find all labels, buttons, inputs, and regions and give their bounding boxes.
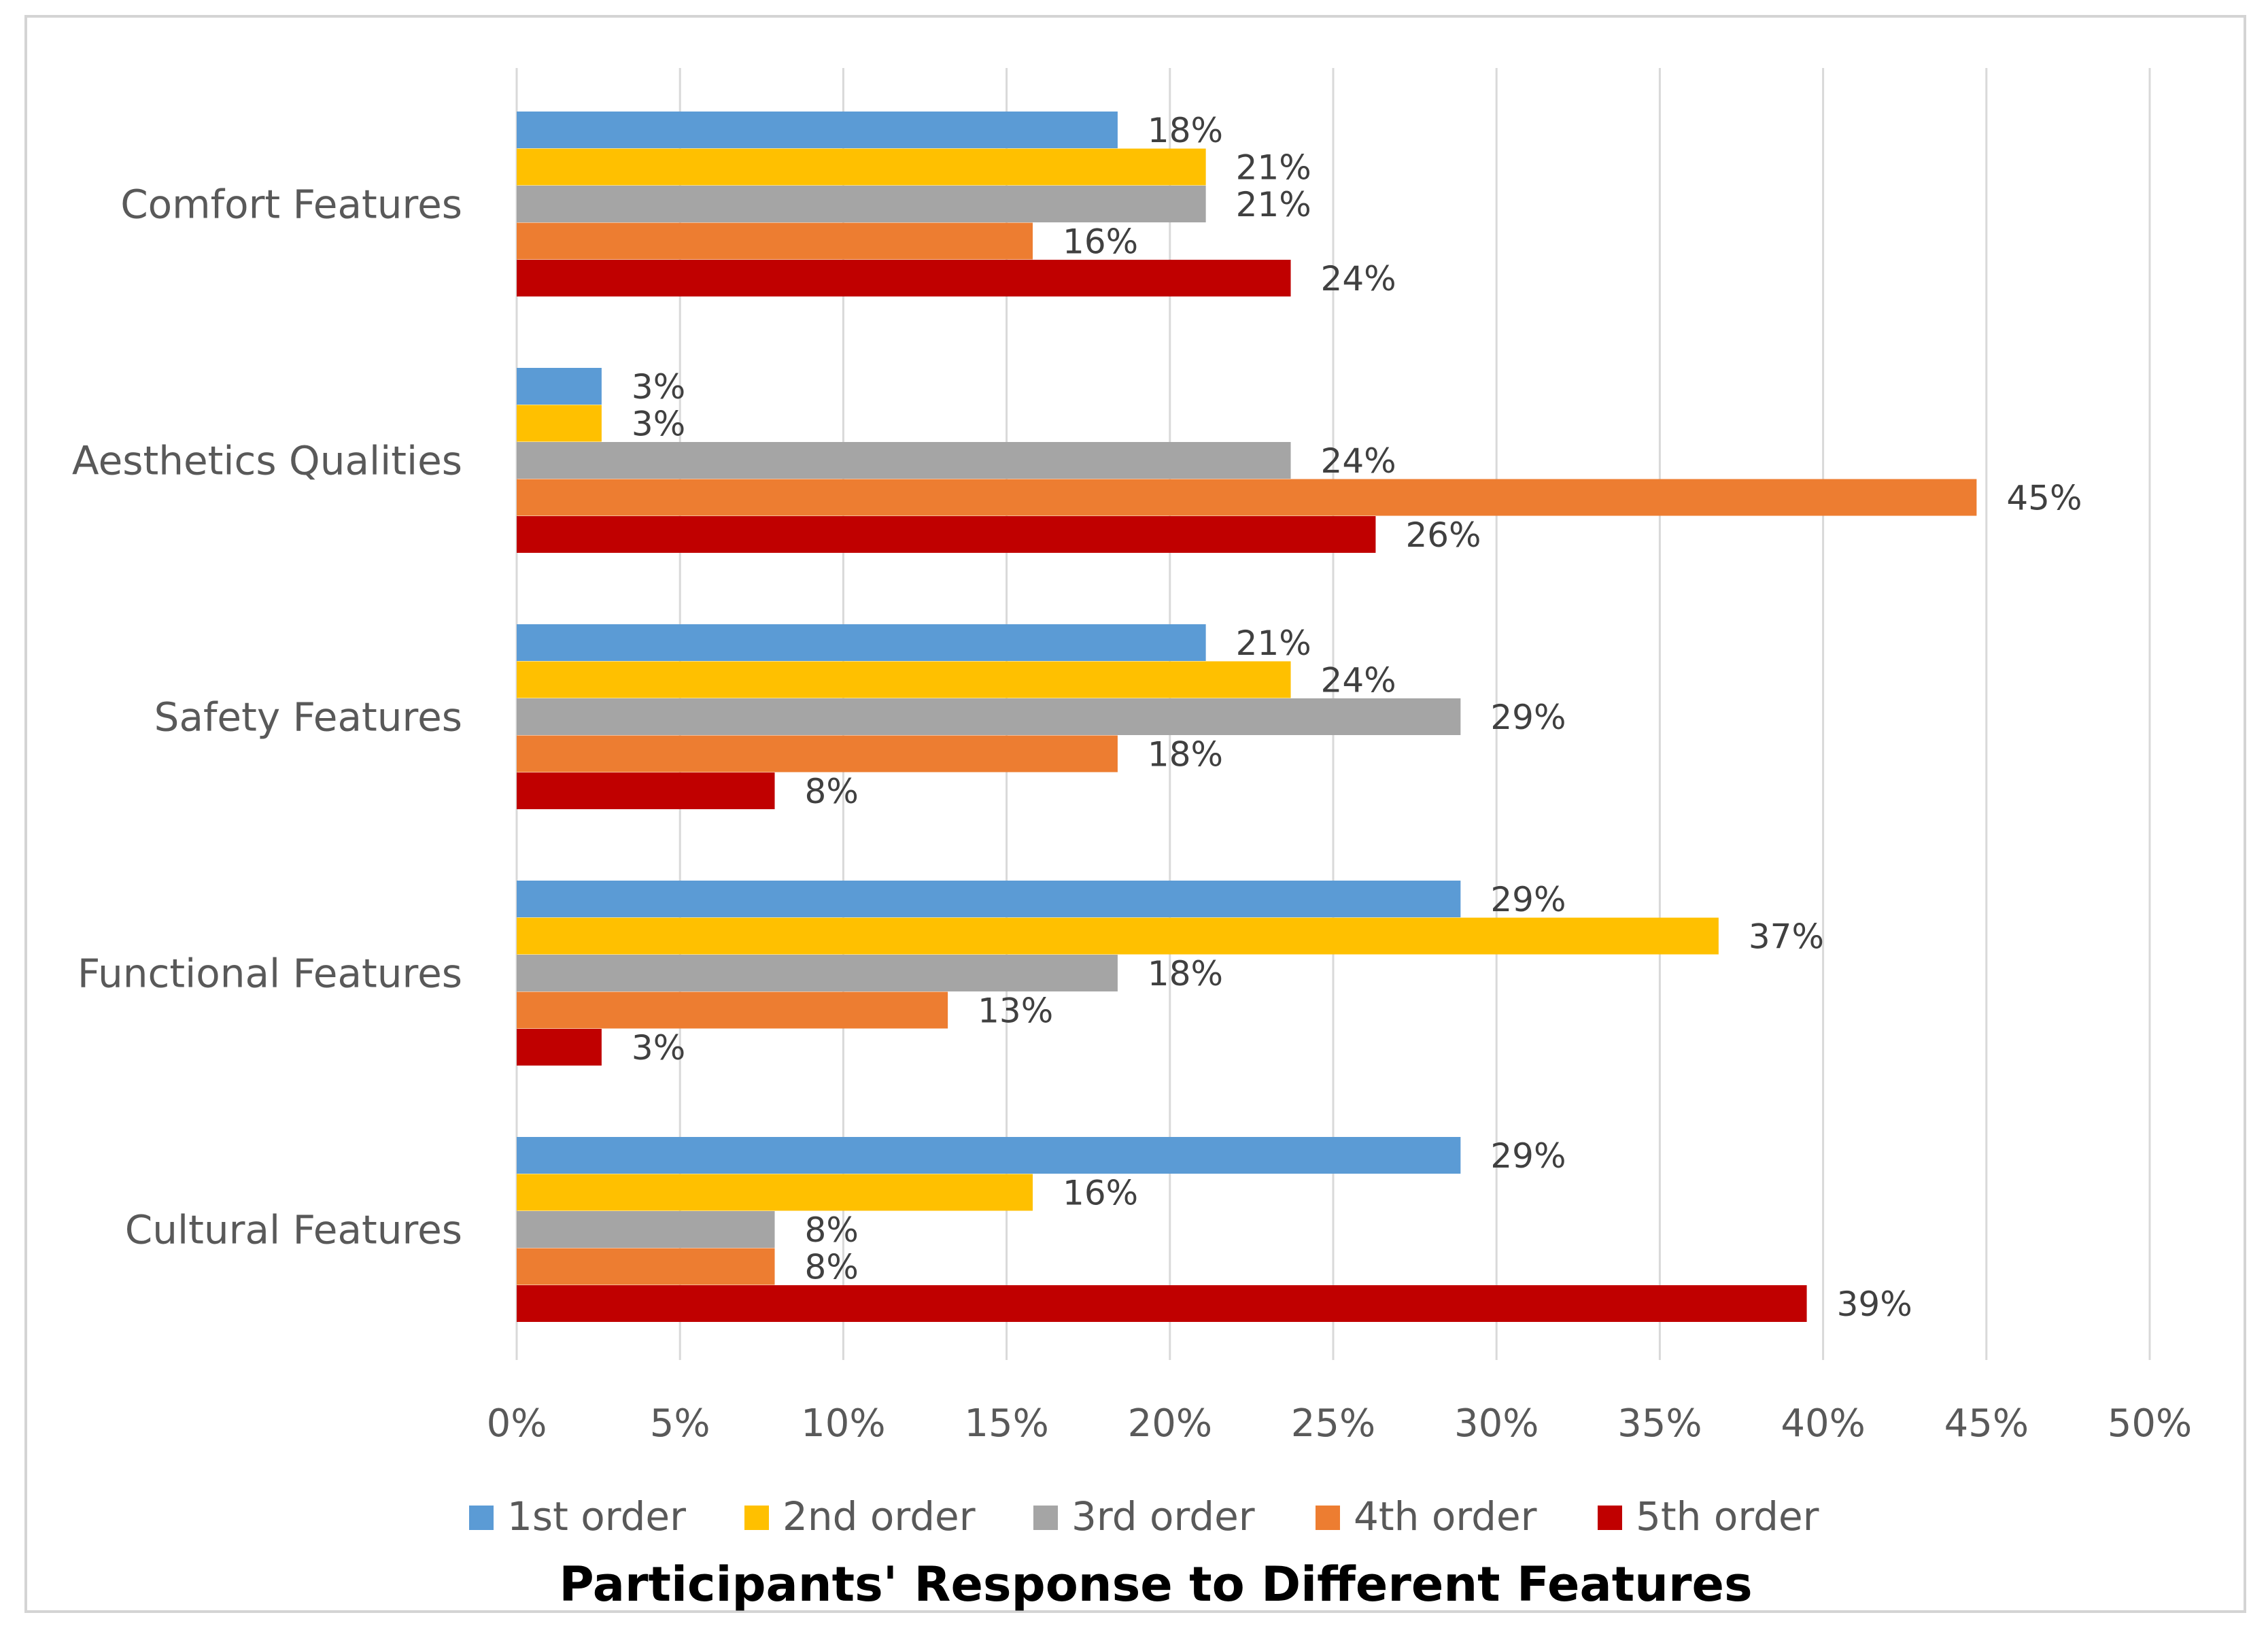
x-tick-label-20: 20% <box>1128 1401 1212 1446</box>
legend-label-1: 2nd order <box>783 1493 976 1540</box>
x-tick-label-25: 25% <box>1291 1401 1375 1446</box>
legend-swatch-3 <box>1316 1506 1340 1530</box>
legend-label-4: 5th order <box>1636 1493 1819 1540</box>
x-tick-label-15: 15% <box>964 1401 1048 1446</box>
data-label-0-4: 24% <box>1321 259 1396 299</box>
data-label-0-2: 21% <box>1236 185 1311 224</box>
data-label-3-4: 3% <box>632 1028 685 1068</box>
x-tick-label-10: 10% <box>801 1401 885 1446</box>
data-label-1-4: 26% <box>1405 515 1481 555</box>
data-label-3-0: 29% <box>1490 880 1566 919</box>
bar-1-0 <box>517 368 602 405</box>
data-label-3-1: 37% <box>1749 917 1824 957</box>
data-label-4-4: 39% <box>1837 1285 1912 1324</box>
data-label-2-1: 24% <box>1321 661 1396 700</box>
bar-3-3 <box>517 991 948 1029</box>
data-label-2-2: 29% <box>1490 698 1566 737</box>
category-label-1: Aesthetics Qualities <box>72 437 462 483</box>
bar-4-4 <box>517 1285 1807 1322</box>
bar-2-2 <box>517 698 1461 735</box>
bar-2-4 <box>517 772 775 809</box>
bar-0-2 <box>517 186 1206 222</box>
chart-title: Participants' Response to Different Feat… <box>559 1557 1752 1612</box>
data-label-0-1: 21% <box>1236 148 1311 188</box>
bar-2-0 <box>517 624 1206 661</box>
bar-4-3 <box>517 1248 775 1285</box>
bar-1-1 <box>517 405 602 442</box>
bar-4-2 <box>517 1211 775 1248</box>
bar-3-1 <box>517 917 1719 955</box>
category-label-0: Comfort Features <box>120 181 462 227</box>
bar-4-1 <box>517 1174 1033 1211</box>
bar-4-0 <box>517 1137 1461 1174</box>
x-tick-label-50: 50% <box>2108 1401 2192 1446</box>
x-tick-label-0: 0% <box>487 1401 547 1446</box>
data-label-1-0: 3% <box>632 367 685 407</box>
data-label-0-0: 18% <box>1148 111 1223 150</box>
bar-0-3 <box>517 222 1033 260</box>
bar-1-4 <box>517 516 1376 553</box>
data-label-1-2: 24% <box>1321 441 1396 481</box>
data-label-4-2: 8% <box>805 1210 859 1250</box>
x-tick-labels: 0% 5% 10% 15% 20% 25% 30% 35% 40% 45% 50% <box>487 1401 2193 1446</box>
data-label-4-0: 29% <box>1490 1136 1566 1176</box>
category-label-2: Safety Features <box>154 694 462 740</box>
data-label-2-3: 18% <box>1148 735 1223 775</box>
category-label-4: Cultural Features <box>125 1206 462 1253</box>
bar-0-0 <box>517 112 1118 148</box>
bar-2-1 <box>517 661 1291 698</box>
legend-swatch-2 <box>1033 1506 1058 1530</box>
bar-3-4 <box>517 1029 602 1066</box>
legend-label-2: 3rd order <box>1071 1493 1255 1540</box>
data-label-2-4: 8% <box>805 772 859 811</box>
data-label-3-2: 18% <box>1148 954 1223 993</box>
x-tick-label-45: 45% <box>1944 1401 2029 1446</box>
bar-1-3 <box>517 479 1977 516</box>
x-tick-label-40: 40% <box>1781 1401 1865 1446</box>
data-label-1-3: 45% <box>2006 479 2082 518</box>
legend-swatch-1 <box>744 1506 769 1530</box>
data-label-0-3: 16% <box>1063 222 1138 262</box>
legend-label-3: 4th order <box>1354 1493 1537 1540</box>
legend: 1st order 2nd order 3rd order 4th order 5th … <box>469 1493 1819 1540</box>
bar-0-1 <box>517 148 1206 186</box>
data-label-2-0: 21% <box>1236 624 1311 663</box>
data-label-1-1: 3% <box>632 405 685 444</box>
legend-swatch-4 <box>1598 1506 1622 1530</box>
legend-swatch-0 <box>469 1506 494 1530</box>
category-label-3: Functional Features <box>78 950 462 996</box>
legend-label-0: 1st order <box>507 1493 686 1540</box>
bar-3-2 <box>517 955 1118 991</box>
bar-1-2 <box>517 442 1291 479</box>
x-tick-label-5: 5% <box>650 1401 710 1446</box>
bar-3-0 <box>517 881 1461 917</box>
data-label-3-3: 13% <box>978 991 1053 1031</box>
bar-2-3 <box>517 735 1118 772</box>
bar-0-4 <box>517 260 1291 296</box>
category-labels: Comfort Features Aesthetics Qualities Safe… <box>72 181 462 1253</box>
x-tick-label-30: 30% <box>1454 1401 1539 1446</box>
data-label-4-3: 8% <box>805 1248 859 1287</box>
bars: 18%21%21%16%24%3%3%24%45%26%21%24%29%18%… <box>517 111 2082 1324</box>
x-tick-label-35: 35% <box>1617 1401 1702 1446</box>
data-label-4-1: 16% <box>1063 1174 1138 1213</box>
